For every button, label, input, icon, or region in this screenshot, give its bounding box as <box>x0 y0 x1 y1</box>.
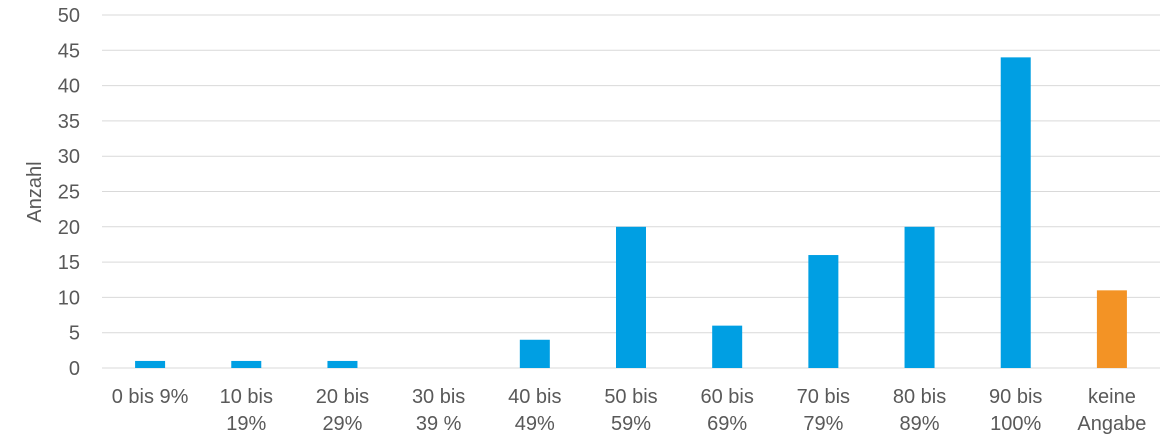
bar <box>904 226 935 368</box>
x-axis-tick-labels: 0 bis 9% 10 bis 19% 20 bis 29% 30 bis 39 % 40 b… <box>112 386 1147 435</box>
y-tick-label: 45 <box>58 40 80 62</box>
bars <box>135 57 1127 369</box>
y-tick-label: 30 <box>58 146 80 168</box>
y-tick-label: 25 <box>58 182 80 204</box>
x-tick-label: 0 bis 9% <box>112 386 189 408</box>
bar <box>519 339 550 368</box>
y-tick-label: 20 <box>58 217 80 239</box>
bar <box>616 226 646 368</box>
x-tick-label: 60 bis 69% <box>700 386 753 435</box>
x-tick-label: 30 bis 39 % <box>412 386 465 435</box>
y-tick-label: 10 <box>58 287 80 309</box>
x-tick-label: 80 bis 89% <box>893 386 946 435</box>
y-tick-label: 35 <box>58 111 80 133</box>
x-tick-label: 10 bis 19% <box>220 386 273 435</box>
bar <box>808 255 839 368</box>
x-tick-label: keine Angabe <box>1077 386 1146 435</box>
bar <box>135 360 166 368</box>
bar <box>712 325 743 368</box>
bar <box>231 360 262 368</box>
y-axis-label: Anzahl <box>24 161 46 222</box>
x-tick-label: 90 bis 100% <box>989 386 1042 435</box>
y-axis-tick-labels: 0 5 10 15 20 25 30 35 40 45 50 <box>58 5 80 380</box>
x-tick-label: 70 bis 79% <box>797 386 850 435</box>
y-tick-label: 50 <box>58 5 80 27</box>
y-tick-label: 5 <box>69 323 80 345</box>
x-tick-label: 50 bis 59% <box>604 386 657 435</box>
x-tick-label: 20 bis 29% <box>316 386 369 435</box>
bar <box>1096 290 1127 368</box>
bar <box>1000 57 1031 369</box>
y-tick-label: 15 <box>58 252 80 274</box>
x-tick-label: 40 bis 49% <box>508 386 561 435</box>
bar <box>327 360 358 368</box>
y-tick-label: 0 <box>69 358 80 380</box>
y-tick-label: 40 <box>58 76 80 98</box>
